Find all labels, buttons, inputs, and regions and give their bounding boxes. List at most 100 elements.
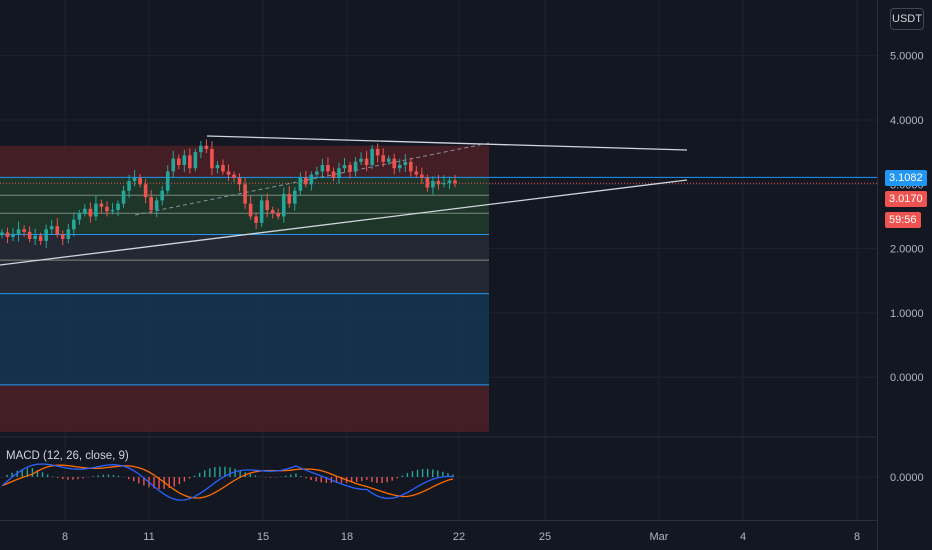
candle-body	[243, 184, 247, 204]
candle-body	[386, 158, 391, 162]
trendline-upper	[206, 135, 688, 151]
candle-body	[442, 183, 446, 185]
candle-body	[425, 177, 430, 188]
candle-body	[226, 171, 231, 175]
macd-axis-label: 0.0000	[890, 472, 924, 484]
time-tick-label: 4	[740, 531, 746, 543]
candle-body	[453, 180, 457, 184]
candle-body	[292, 190, 297, 204]
candle-body	[88, 208, 93, 217]
candle-body	[370, 148, 374, 166]
candle-body	[248, 203, 253, 217]
candle-body	[259, 200, 264, 223]
candle-body	[359, 158, 363, 162]
candle-body	[193, 152, 198, 169]
candle-body	[337, 168, 341, 178]
candle-body	[127, 181, 131, 191]
candle-body	[215, 165, 220, 169]
time-tick-label: 18	[341, 531, 353, 543]
price-tick-label: 1.0000	[890, 308, 924, 320]
fib-zone	[0, 145, 489, 178]
level-price-badge: 3.1082	[885, 170, 927, 186]
candle-body	[331, 171, 336, 178]
trendlines	[0, 135, 688, 266]
candle-body	[16, 229, 21, 235]
candle-body	[110, 210, 115, 212]
candle-body	[414, 171, 419, 175]
candle-body	[232, 174, 236, 178]
candle-body	[149, 197, 153, 211]
time-tick-label: 15	[257, 531, 269, 543]
price-tick-label: 4.0000	[890, 115, 924, 127]
fib-zone	[0, 293, 489, 385]
candle-body	[138, 177, 142, 185]
candle-body	[237, 177, 242, 185]
time-tick-label: 25	[539, 531, 551, 543]
candle-body	[409, 161, 413, 172]
candle-body	[392, 158, 397, 169]
candle-body	[160, 190, 165, 201]
candle-body	[304, 177, 308, 185]
candle-body	[11, 234, 15, 238]
price-tick-label: 2.0000	[890, 244, 924, 256]
candle-body	[77, 213, 82, 220]
candle-body	[5, 232, 10, 238]
candle-body	[176, 158, 181, 166]
trendline-dashed	[134, 142, 490, 216]
price-tick-label: 5.0000	[890, 51, 924, 63]
candle-body	[375, 148, 380, 156]
candle-body	[154, 200, 159, 211]
candle-body	[353, 161, 358, 172]
candle-body	[0, 232, 4, 236]
countdown-badge: 59:56	[885, 212, 921, 228]
candle-body	[99, 203, 104, 207]
candle-body	[431, 181, 435, 188]
candle-body	[287, 193, 292, 204]
candle-body	[309, 174, 314, 185]
time-axis: 8 11 15 18 22 25 Mar 4 8	[62, 531, 860, 543]
time-tick-label: 22	[453, 531, 465, 543]
candle-body	[403, 161, 408, 166]
trendline-lower	[0, 179, 688, 266]
candle-body	[49, 226, 54, 230]
time-tick-label: 8	[854, 531, 860, 543]
candle-body	[342, 165, 347, 169]
candle-body	[281, 193, 286, 217]
candle-body	[83, 208, 87, 214]
price-tick-label: 0.0000	[890, 372, 924, 384]
candle-body	[182, 155, 187, 166]
candle-body	[436, 181, 441, 185]
candle-body	[447, 180, 452, 184]
candle-body	[60, 234, 65, 239]
fib-zone	[0, 234, 489, 261]
candle-body	[210, 148, 214, 169]
candle-body	[364, 158, 369, 166]
candle-body	[348, 165, 352, 172]
macd-pane	[1, 463, 454, 501]
candle-body	[276, 213, 281, 217]
candle-body	[188, 155, 192, 169]
currency-button[interactable]: USDT	[890, 8, 924, 30]
time-tick-label: 8	[62, 531, 68, 543]
candle-body	[121, 190, 126, 204]
candle-body	[221, 165, 225, 172]
candle-body	[38, 235, 43, 241]
candle-body	[270, 210, 275, 214]
fib-zone	[0, 260, 489, 294]
candle-body	[132, 177, 137, 182]
candle-body	[254, 216, 258, 223]
candle-body	[33, 235, 37, 239]
macd-indicator-label[interactable]: MACD (12, 26, close, 9)	[6, 450, 129, 462]
candle-body	[27, 231, 32, 239]
macd-line	[1, 463, 454, 501]
candle-body	[320, 165, 325, 172]
candle-body	[66, 229, 71, 239]
candle-body	[204, 145, 209, 149]
candle-body	[199, 145, 203, 153]
candle-body	[22, 229, 26, 232]
candle-body	[72, 219, 76, 230]
candle-body	[326, 165, 330, 172]
candle-body	[44, 229, 48, 241]
candle-body	[315, 171, 319, 175]
